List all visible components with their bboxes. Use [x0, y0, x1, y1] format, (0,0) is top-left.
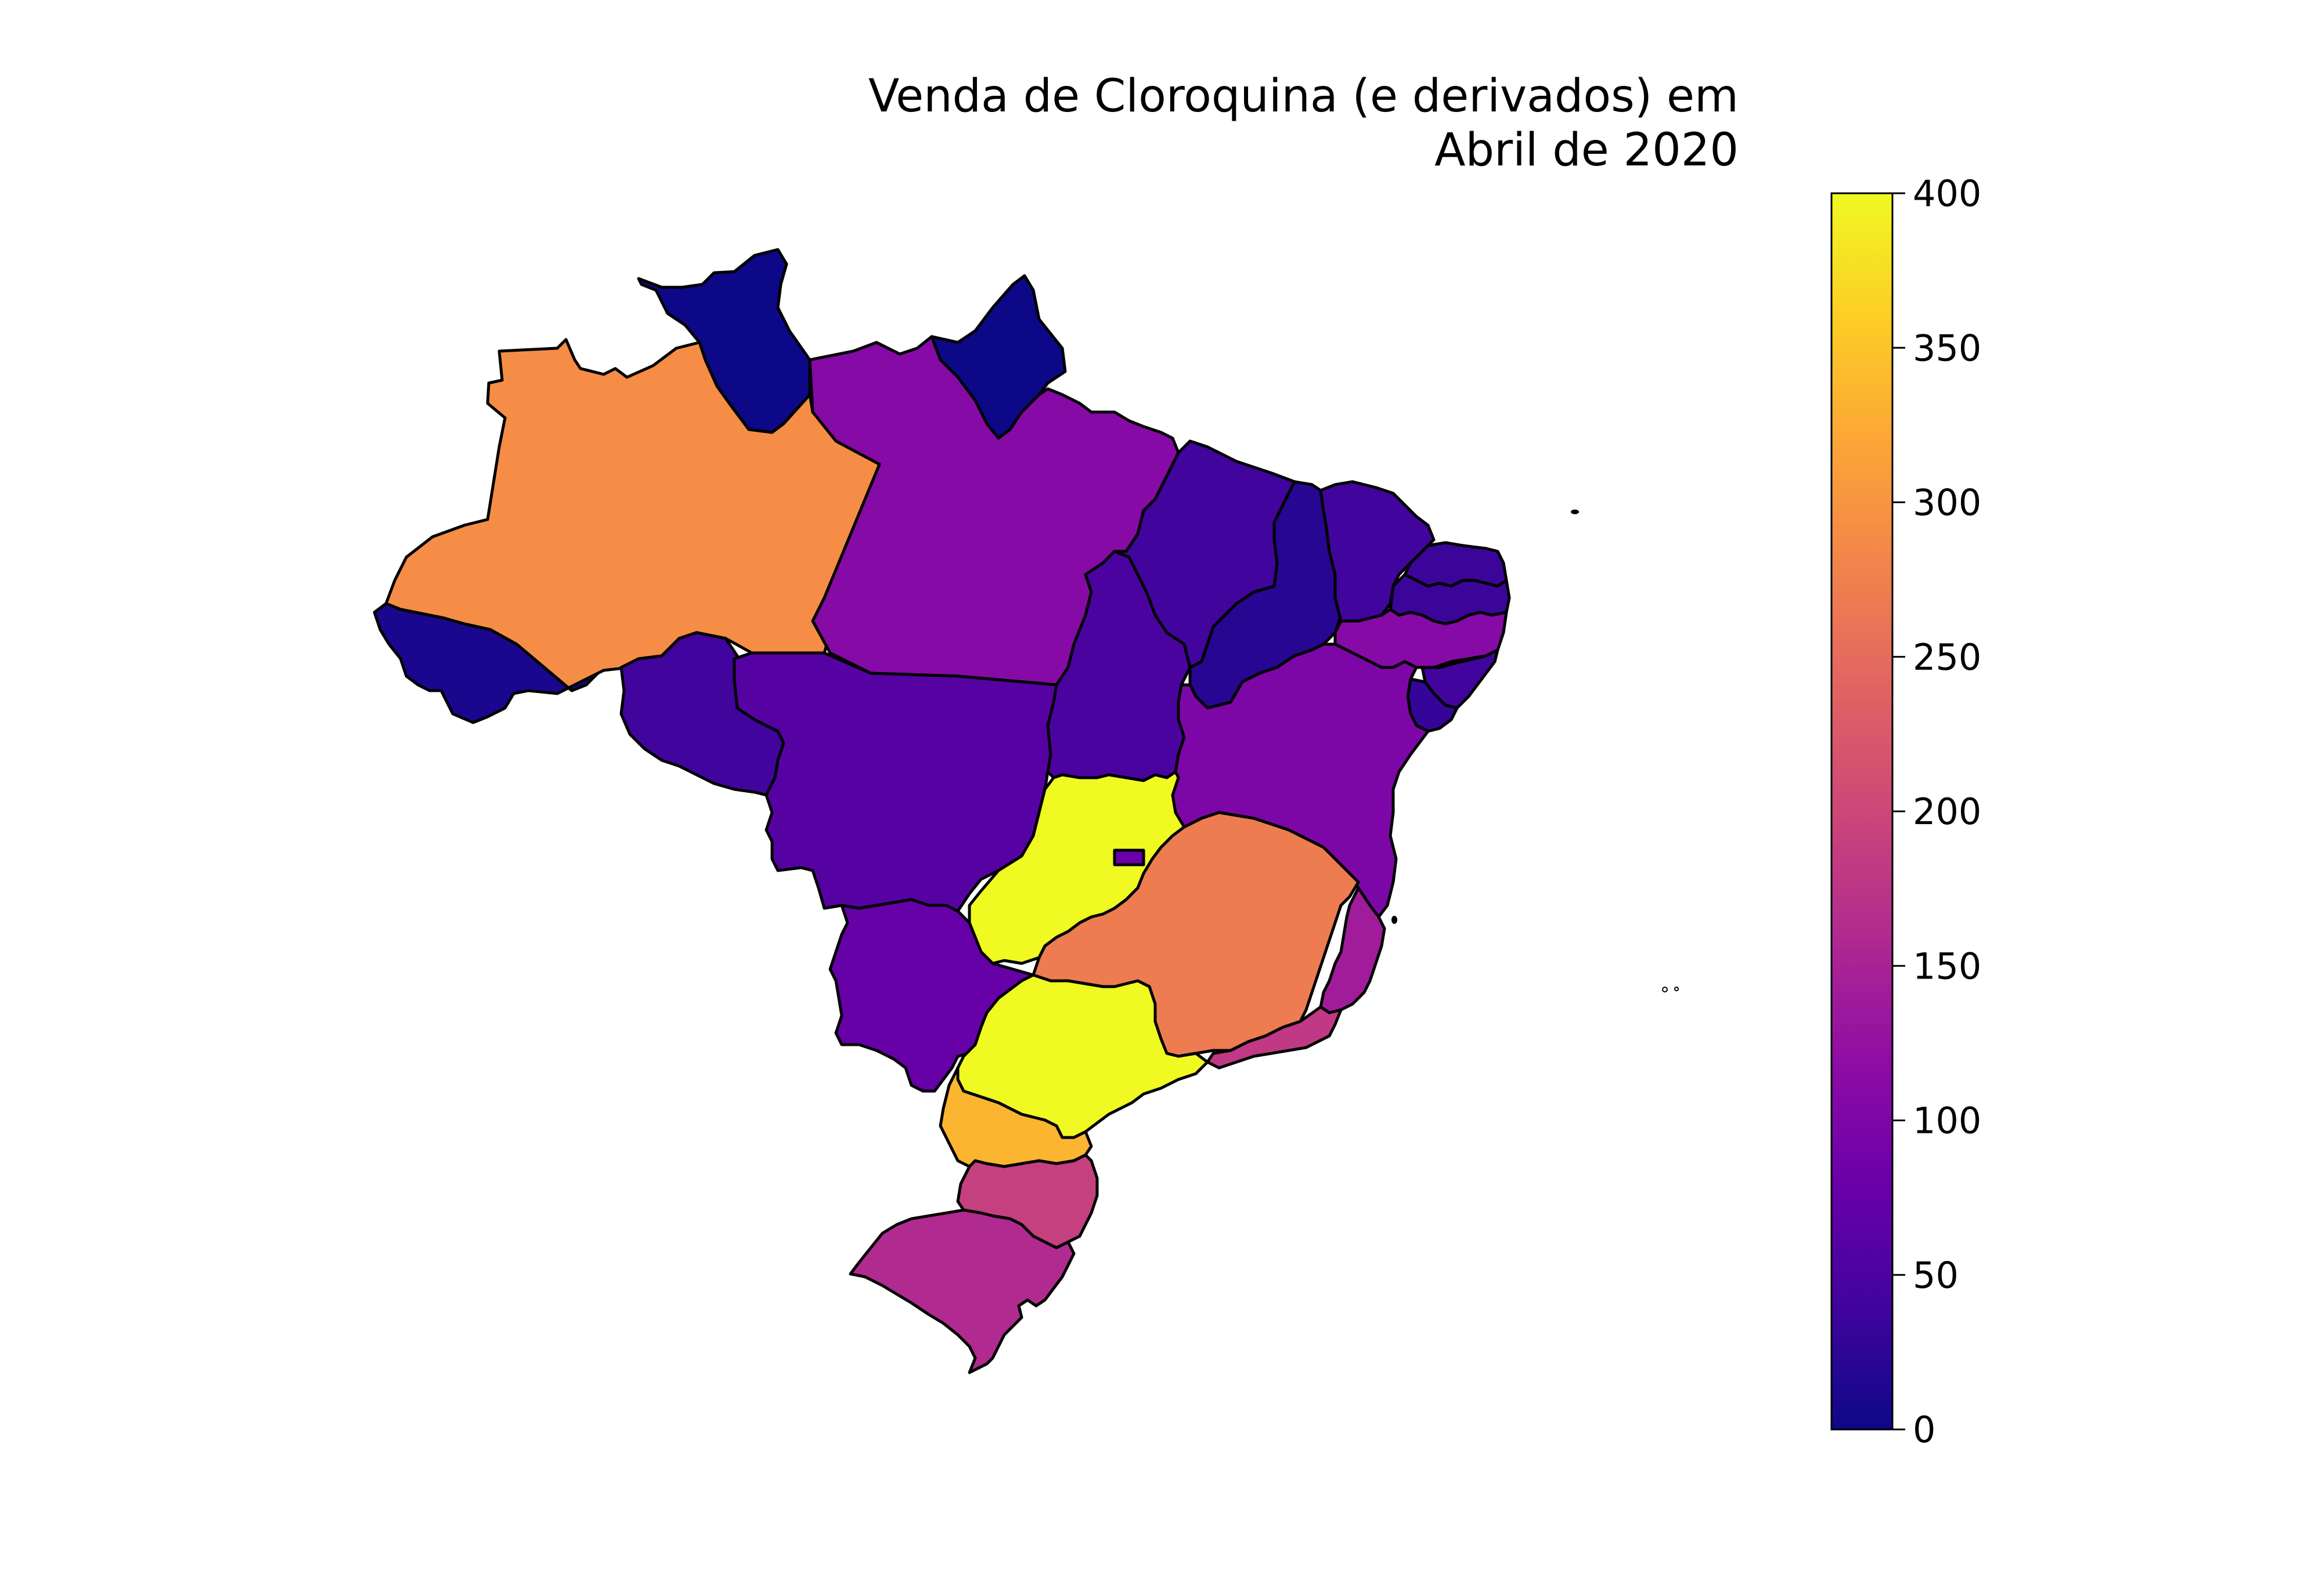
state-rs	[849, 1208, 1076, 1374]
island-marker	[1662, 987, 1668, 992]
colorbar: 0 50 100 150 200 250 300 350 400	[1830, 172, 1981, 1451]
islands-layer	[1391, 510, 1679, 992]
island-marker	[1391, 916, 1397, 924]
colorbar-tick-label: 400	[1913, 172, 1981, 215]
colorbar-tick-label: 150	[1913, 945, 1981, 987]
colorbar-tick-label: 350	[1913, 327, 1981, 369]
colorbar-tick-label: 0	[1913, 1409, 1935, 1451]
colorbar-gradient	[1830, 192, 1894, 1431]
state-ac	[373, 602, 600, 724]
state-df	[1113, 848, 1145, 866]
colorbar-ticks: 0 50 100 150 200 250 300 350 400	[1892, 172, 1981, 1451]
island-marker	[1674, 987, 1679, 991]
island-marker	[1571, 510, 1579, 514]
colorbar-tick-label: 200	[1913, 790, 1981, 833]
colorbar-tick-label: 250	[1913, 636, 1981, 678]
state-rj	[1206, 1005, 1343, 1070]
chart-title-line-1: Venda de Cloroquina (e derivados) em	[868, 70, 1739, 122]
colorbar-tick-label: 100	[1913, 1100, 1981, 1142]
colorbar-tick-label: 50	[1913, 1254, 1959, 1297]
colorbar-tick-label: 300	[1913, 482, 1981, 524]
state-ce	[1319, 480, 1436, 623]
chart-title-line-2: Abril de 2020	[1434, 124, 1739, 176]
states-layer	[373, 248, 1511, 1374]
